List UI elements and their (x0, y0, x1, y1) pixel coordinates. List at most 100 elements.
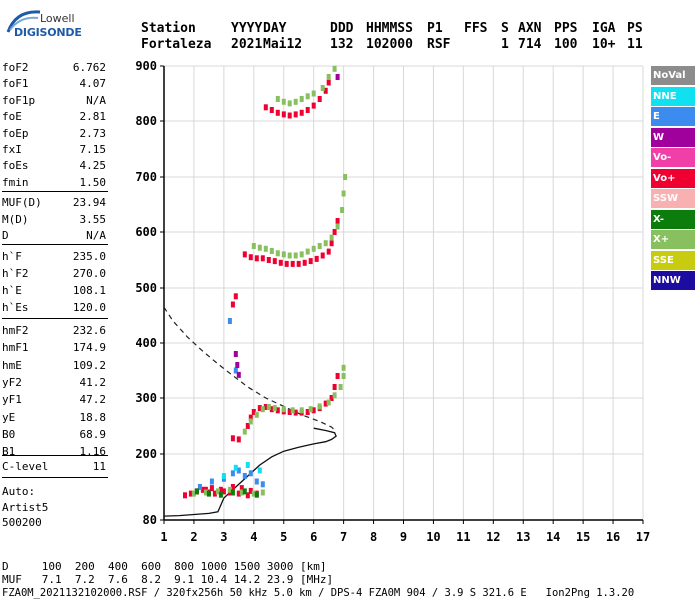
param-value: 4.25 (79, 159, 107, 173)
trace-point-x (299, 407, 304, 414)
trace-point-x (305, 248, 310, 255)
param-name: D (2, 229, 9, 242)
param-value: 68.9 (79, 427, 107, 441)
param-b0: B0 68.9 (2, 428, 106, 442)
trace-point-vo (257, 405, 262, 412)
x-tick-label: 13 (516, 530, 530, 544)
trace-point-vo (239, 485, 244, 492)
x-tick-label: 4 (250, 530, 257, 544)
header-label-7: S (501, 21, 509, 36)
trace-point-nne (245, 462, 250, 468)
trace-point-vo (311, 407, 316, 414)
trace-point-e (248, 470, 253, 477)
param-value: 270.0 (72, 267, 106, 280)
legend-item-noval: NoVal (651, 66, 695, 85)
param-hes: h`Es 120.0 (2, 301, 106, 315)
param-divider (2, 455, 108, 456)
trace-point-vo (212, 490, 217, 497)
trace-point-vo (230, 301, 235, 308)
trace-point-vo (263, 404, 268, 410)
profile-dashed-line (163, 306, 337, 433)
trace-point-x (308, 406, 313, 413)
y-tick-label: 900 (135, 59, 157, 73)
trace-point-vo (314, 255, 319, 262)
header-label-4: HHMMSS (366, 21, 413, 36)
param-fmin: fmin 1.50 (2, 176, 106, 190)
trace-point-vo (260, 255, 265, 262)
trace-point-vo (242, 251, 247, 258)
param-value: N/A (86, 229, 106, 242)
y-tick-label: 500 (135, 281, 157, 295)
header-value-1: 2021 (231, 37, 263, 52)
trace-point-vo (320, 252, 325, 259)
param-foe: foE 2.81 (2, 110, 106, 124)
trace-point-x (260, 489, 265, 496)
trace-point-x (218, 491, 223, 498)
trace-point-vo (317, 96, 322, 102)
trace-point-vo (251, 409, 256, 415)
trace-point-e (233, 367, 238, 374)
trace-point-vo (272, 258, 277, 265)
param-fof1p: foF1p N/A (2, 94, 106, 108)
trace-point-x (340, 207, 345, 213)
trace-point-x (326, 399, 331, 406)
trace-point-vo (254, 255, 259, 262)
trace-point-vo (299, 109, 304, 116)
param-value: 47.2 (79, 393, 107, 407)
x-tick-label: 2 (190, 530, 197, 544)
param-he: h`E 108.1 (2, 284, 106, 298)
trace-point-vo (281, 111, 286, 118)
param-name: yF1 (2, 393, 22, 407)
trace-point-x (287, 100, 292, 107)
trace-point-x (215, 488, 220, 495)
param-name: hmE (2, 358, 22, 372)
trace-point-vo (218, 486, 223, 493)
param-name: h`F (2, 250, 22, 263)
x-tick-label: 10 (426, 530, 440, 544)
distance-row: D 100 200 400 600 800 1000 1500 3000 [km… (2, 560, 327, 573)
trace-point-x (254, 411, 259, 418)
x-tick-label: 14 (546, 530, 560, 544)
param-name: foEs (2, 159, 29, 173)
trace-point-x (305, 93, 310, 100)
trace-point-vo (290, 260, 295, 267)
legend-item-sse: SSE (651, 250, 695, 270)
param-name: foEp (2, 126, 29, 140)
trace-point-x (242, 488, 247, 495)
trace-point-vo (275, 109, 280, 116)
param-clevel: C-level 11 (2, 460, 106, 474)
param-name: C-level (2, 460, 49, 473)
param-name: foF2 (2, 61, 29, 74)
param-ye: yE 18.8 (2, 411, 106, 425)
header-value-9: 100 (554, 37, 578, 52)
trace-point-x (311, 90, 316, 97)
header-value-4: 102000 (366, 37, 413, 52)
trace-point-x (254, 491, 259, 498)
y-tick-label: 800 (135, 114, 157, 128)
param-divider (2, 318, 108, 319)
logo-lowell: Lowell (40, 12, 75, 25)
param-value: 235.0 (72, 250, 106, 263)
trace-point-nne (221, 473, 226, 479)
param-hf: h`F 235.0 (2, 250, 106, 264)
trace-point-vo (233, 293, 238, 300)
param-value: 3.55 (79, 212, 107, 226)
trace-point-e (236, 467, 241, 474)
trace-point-vo (296, 260, 301, 267)
legend-item-vo: Vo- (651, 148, 695, 167)
trace-point-x (343, 174, 348, 180)
trace-point-x (191, 490, 196, 497)
trace-point-vo (245, 492, 250, 499)
trace-point-vo (302, 259, 307, 266)
trace-point-vo (332, 384, 337, 390)
trace-point-e (242, 473, 247, 479)
trace-point-vo (278, 259, 283, 266)
legend-item-vo: Vo+ (651, 168, 695, 188)
header-label-10: IGA (592, 21, 616, 36)
trace-point-vo (236, 490, 241, 497)
trace-point-x (194, 488, 199, 495)
trace-point-x (299, 251, 304, 258)
trace-point-x (332, 392, 337, 399)
logo-digisonde: DIGISONDE (14, 26, 82, 39)
trace-point-x (317, 403, 322, 410)
